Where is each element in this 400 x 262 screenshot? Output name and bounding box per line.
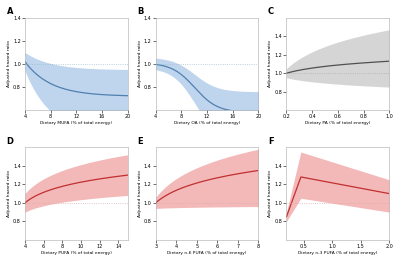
Y-axis label: Adjusted hazard ratio: Adjusted hazard ratio	[138, 41, 142, 88]
Y-axis label: Adjusted hazard ratio: Adjusted hazard ratio	[7, 170, 11, 217]
X-axis label: Dietary PA (% of total energy): Dietary PA (% of total energy)	[305, 122, 370, 125]
Text: C: C	[268, 7, 274, 16]
Y-axis label: Adjusted hazard ratio: Adjusted hazard ratio	[268, 170, 272, 217]
Text: B: B	[137, 7, 144, 16]
Y-axis label: Adjusted hazard ratio: Adjusted hazard ratio	[268, 41, 272, 88]
X-axis label: Dietary OA (% of total energy): Dietary OA (% of total energy)	[174, 122, 240, 125]
Y-axis label: Adjusted hazard ratio: Adjusted hazard ratio	[7, 41, 11, 88]
X-axis label: Dietary PUFA (% of total energy): Dietary PUFA (% of total energy)	[41, 251, 112, 255]
Text: A: A	[6, 7, 13, 16]
Text: F: F	[268, 137, 274, 146]
Text: D: D	[6, 137, 14, 146]
X-axis label: Dietary n-6 PUFA (% of total energy): Dietary n-6 PUFA (% of total energy)	[167, 251, 247, 255]
X-axis label: Dietary n-3 PUFA (% of total energy): Dietary n-3 PUFA (% of total energy)	[298, 251, 378, 255]
X-axis label: Dietary MUFA (% of total energy): Dietary MUFA (% of total energy)	[40, 122, 112, 125]
Y-axis label: Adjusted hazard ratio: Adjusted hazard ratio	[138, 170, 142, 217]
Text: E: E	[137, 137, 143, 146]
